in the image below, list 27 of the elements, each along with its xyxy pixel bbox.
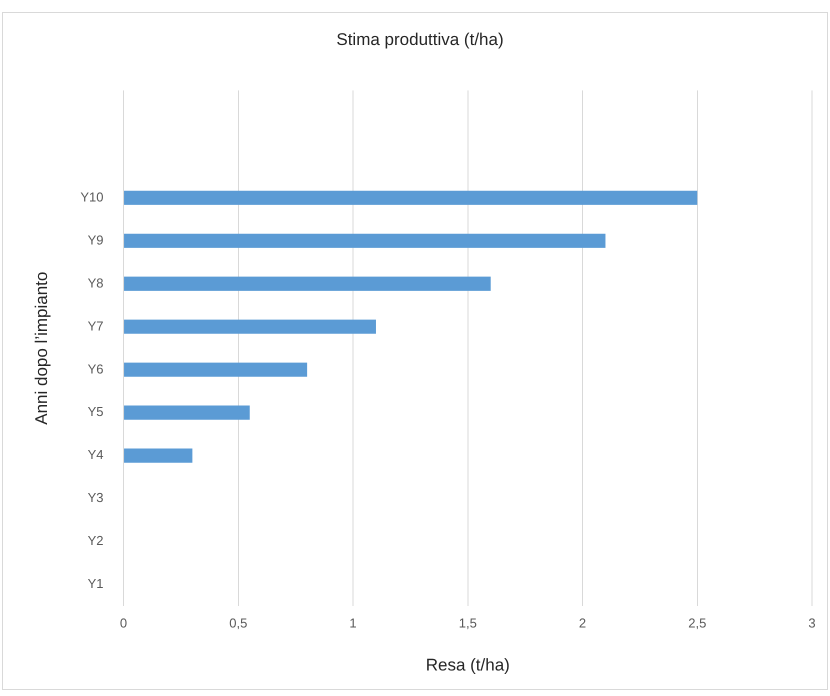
y-tick-label: Y1 (88, 576, 104, 592)
bar (124, 320, 376, 334)
y-axis-title: Anni dopo l’impianto (32, 272, 51, 425)
y-tick-label: Y6 (88, 361, 104, 376)
bar (124, 190, 698, 205)
bar (124, 276, 491, 291)
chart-title: Stima produttiva (t/ha) (336, 30, 504, 49)
x-tick-label: 1,5 (458, 615, 477, 630)
y-tick-label: Y5 (88, 404, 104, 420)
x-axis-title: Resa (t/ha) (426, 655, 510, 674)
y-tick-label: Y9 (88, 232, 104, 248)
x-tick-label: 3 (808, 615, 816, 630)
x-tick-label: 0 (120, 615, 128, 630)
x-tick-label: 1 (349, 615, 357, 630)
bar (124, 406, 250, 420)
bar (124, 448, 192, 463)
y-tick-label: Y3 (88, 490, 104, 506)
bar (124, 234, 606, 248)
y-tick-label: Y8 (88, 275, 104, 290)
x-tick-label: 2,5 (688, 615, 706, 630)
y-tick-label: Y10 (80, 189, 104, 204)
x-tick-label: 0,5 (229, 615, 248, 630)
y-tick-label: Y7 (88, 318, 104, 334)
y-tick-label: Y2 (88, 533, 104, 548)
bar (124, 362, 308, 377)
x-tick-label: 2 (578, 615, 586, 630)
y-tick-label: Y4 (88, 447, 104, 462)
